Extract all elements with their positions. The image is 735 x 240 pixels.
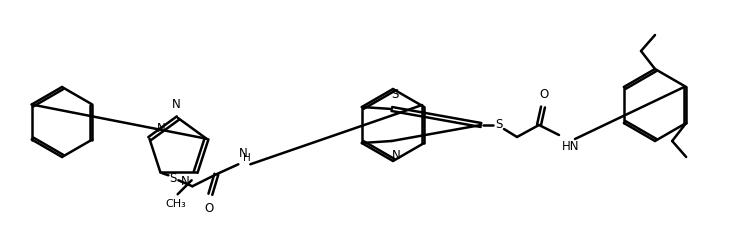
Text: S: S xyxy=(170,172,177,185)
Text: N: N xyxy=(392,149,400,162)
Text: N: N xyxy=(181,175,190,188)
Text: O: O xyxy=(539,88,548,101)
Text: H: H xyxy=(243,153,251,163)
Text: O: O xyxy=(205,202,214,215)
Text: HN: HN xyxy=(562,140,579,153)
Text: S: S xyxy=(391,88,398,101)
Text: N: N xyxy=(157,122,165,135)
Text: N: N xyxy=(240,147,248,160)
Text: CH₃: CH₃ xyxy=(165,199,186,209)
Text: S: S xyxy=(495,119,503,132)
Text: N: N xyxy=(172,98,180,111)
